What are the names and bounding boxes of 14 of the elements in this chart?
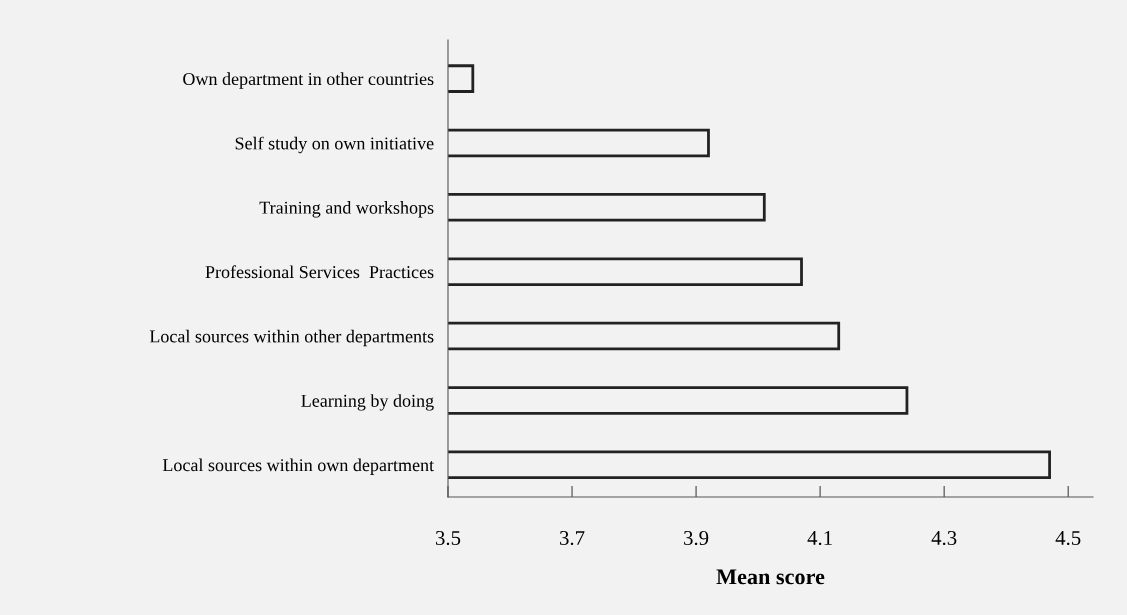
y-tick-label: Self study on own initiative (235, 136, 434, 154)
x-tick-label: 4.1 (807, 531, 832, 546)
y-tick-label: Own department in other countries (183, 72, 434, 89)
x-tick-label: 3.5 (435, 530, 461, 546)
y-tick-label: Professional Services Practices (205, 265, 434, 279)
x-tick-label: 3.9 (684, 530, 709, 546)
y-tick-label: Training and workshops (259, 201, 434, 218)
x-tick-label: 3.7 (560, 530, 585, 546)
x-axis-title: Mean score (716, 569, 825, 585)
y-tick-label: Local sources within other departments (149, 329, 434, 347)
y-tick-label: Learning by doing (301, 394, 434, 411)
x-tick-label: 4.3 (931, 530, 957, 546)
x-tick-label: 4.5 (1055, 531, 1081, 546)
y-tick-label: Local sources within own department (162, 458, 434, 475)
